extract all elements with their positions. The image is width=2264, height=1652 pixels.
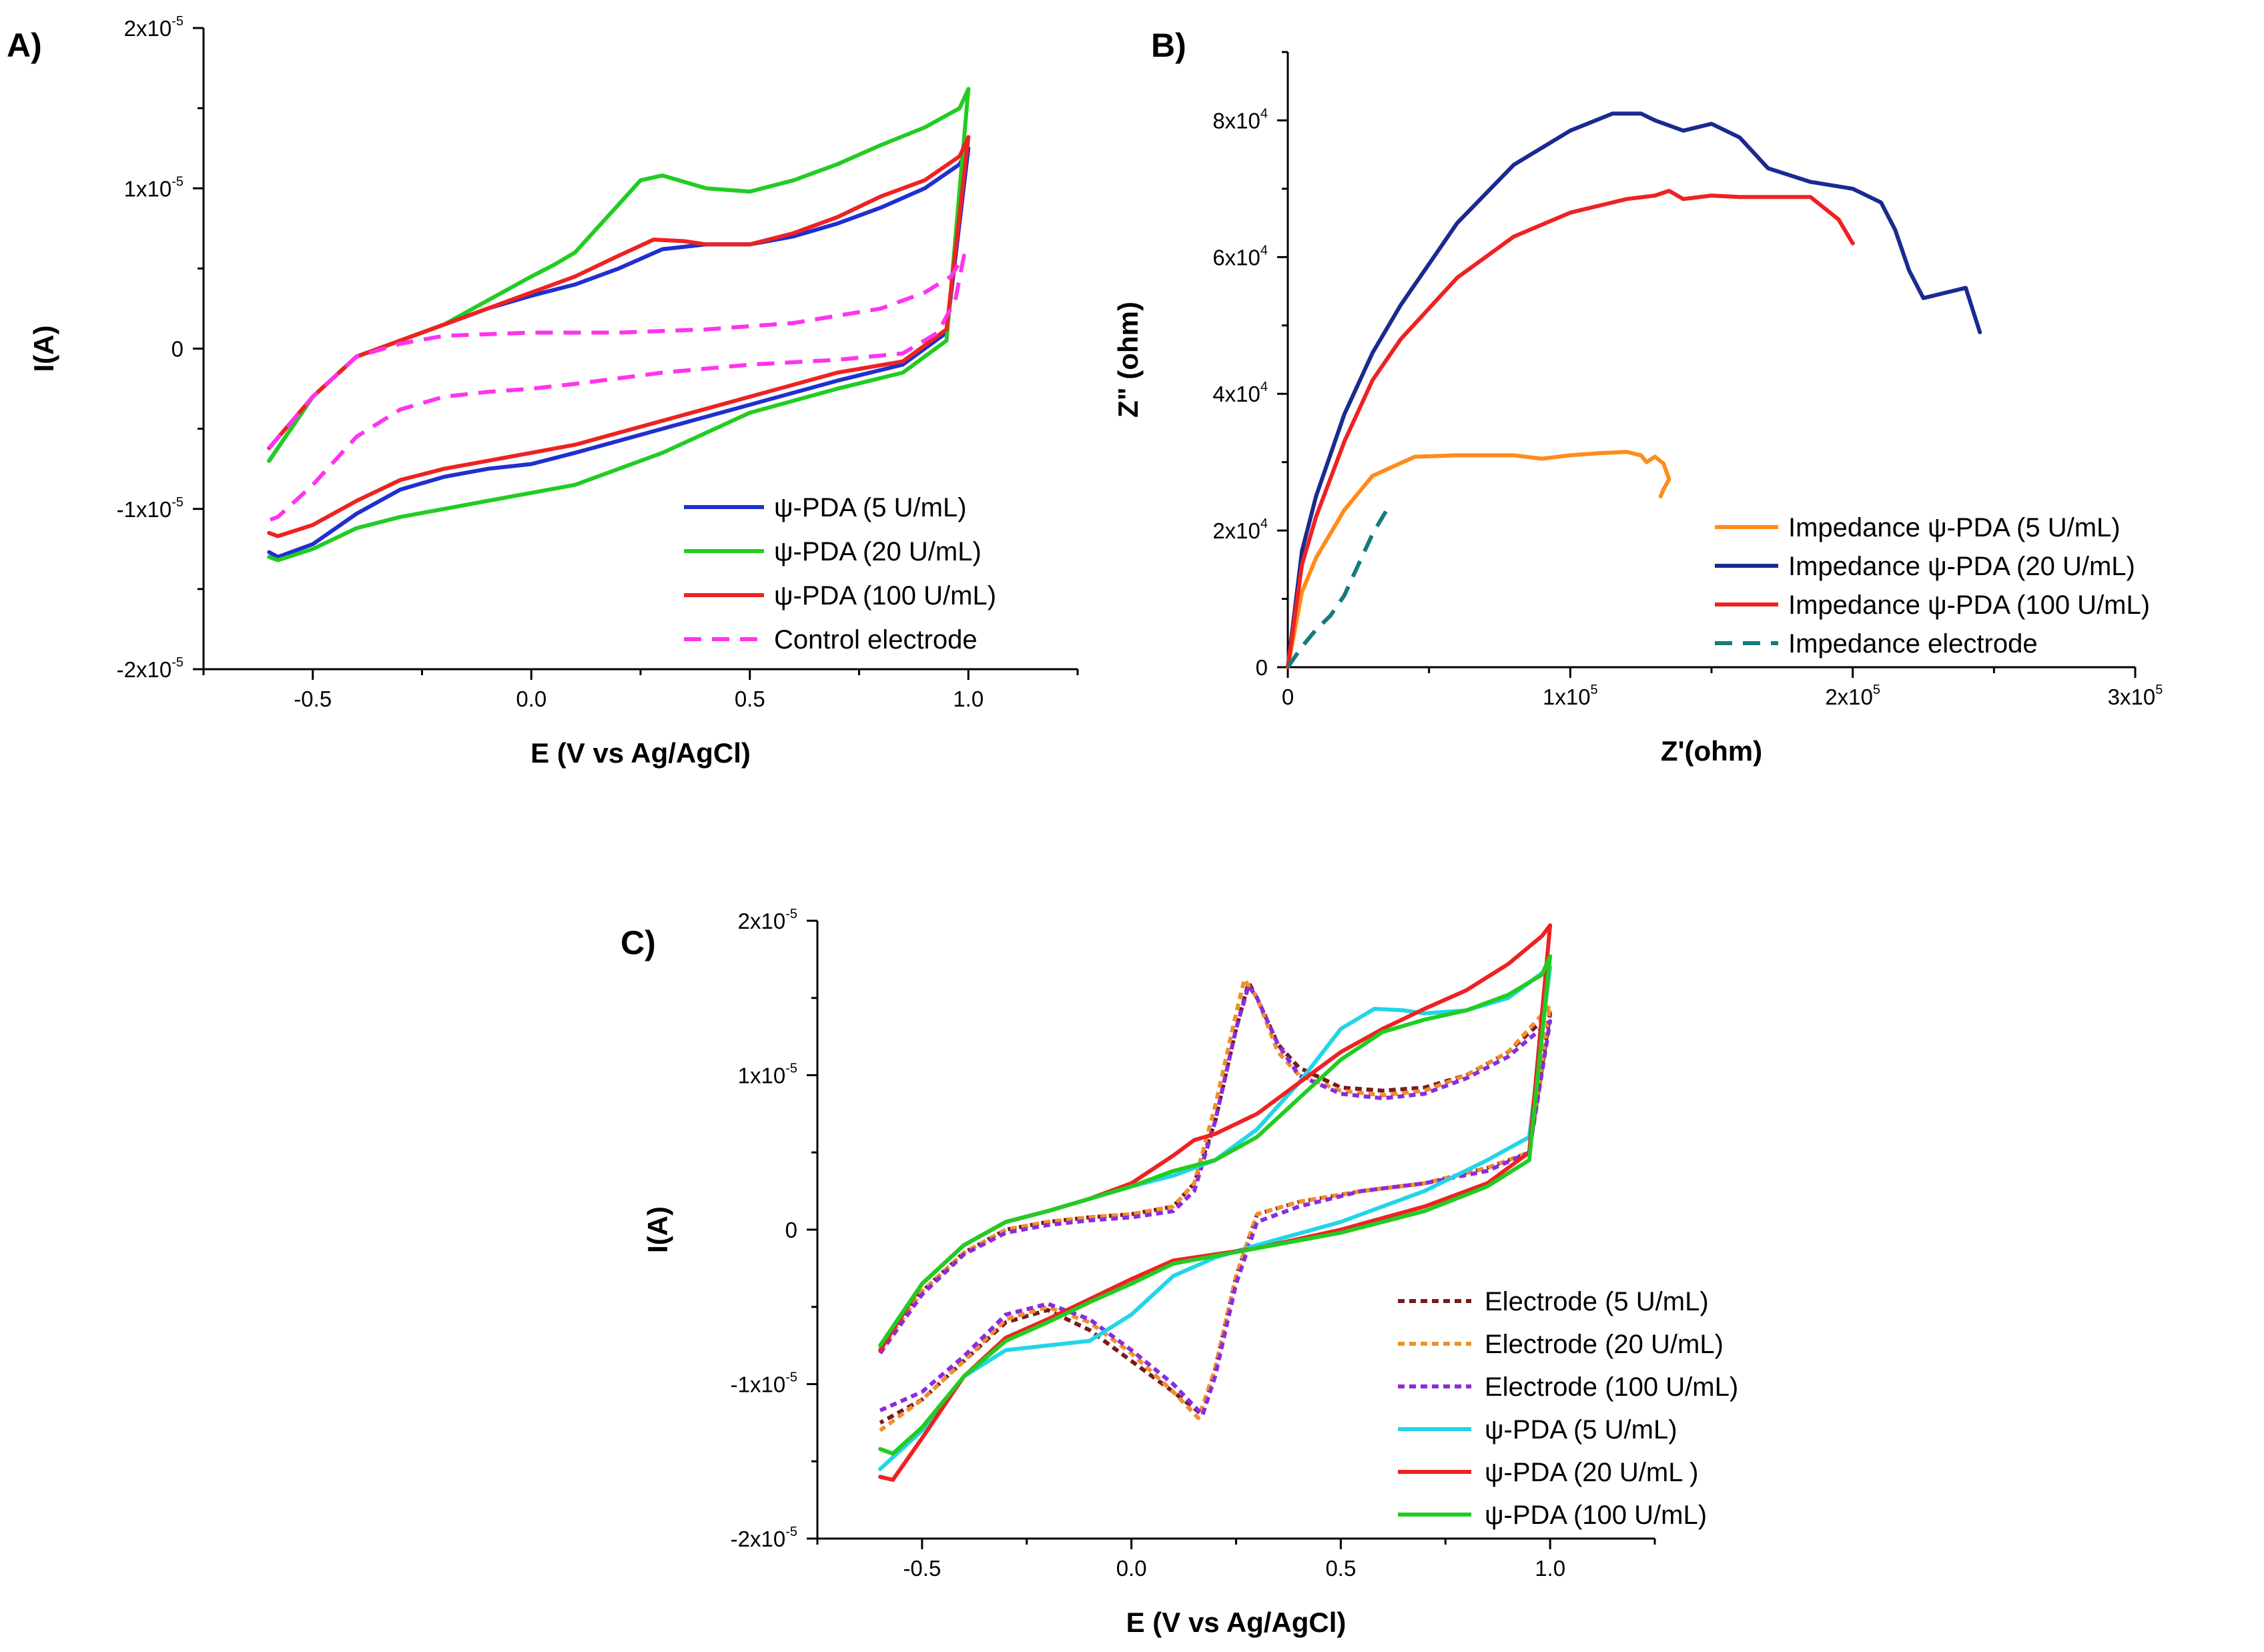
panel-label: C): [621, 924, 656, 961]
x-tick-label: 0: [1282, 685, 1294, 709]
series-line: [1286, 508, 1389, 669]
legend-label: Impedance ψ-PDA (100 U/mL): [1788, 590, 2150, 620]
series-line: [267, 87, 971, 562]
legend-label: Electrode (20 U/mL): [1485, 1330, 1724, 1359]
x-tick-label: 2x105: [1825, 683, 1880, 709]
x-tick-label: 1x105: [1543, 683, 1598, 709]
x-axis-title: E (V vs Ag/AgCl): [530, 737, 751, 769]
x-tick-label: 1.0: [1535, 1556, 1565, 1581]
legend-label: Electrode (5 U/mL): [1485, 1287, 1709, 1316]
y-tick-label: 2x10-5: [738, 907, 797, 933]
y-tick-label: 0: [1256, 655, 1268, 680]
series-line: [878, 977, 1553, 1432]
y-tick-label: 1x10-5: [124, 174, 183, 201]
legend-label: Impedance ψ-PDA (20 U/mL): [1788, 552, 2135, 581]
panel-c-chart: C) -0.5 0.0 0.5 1.0 2x10-5 1x10-5 0 -1x10-5 -2x10…: [621, 907, 1738, 1638]
panel-label: B): [1151, 27, 1186, 64]
series-line: [1286, 450, 1671, 669]
legend-label: Impedance ψ-PDA (5 U/mL): [1788, 513, 2121, 542]
x-tick-label: -0.5: [294, 687, 332, 711]
y-tick-label: 0: [785, 1218, 797, 1242]
x-axis-title: E (V vs Ag/AgCl): [1126, 1607, 1347, 1638]
x-tick-label: -0.5: [903, 1556, 941, 1581]
y-tick-label: 1x10-5: [738, 1062, 797, 1088]
y-tick-label: 0: [171, 337, 183, 362]
panel-b-chart: B) 0 1x105 2x105 3x105 0 2x104 4x104 6x104 8x104 Z…: [1112, 27, 2163, 767]
y-tick-label: -2x10-5: [731, 1525, 797, 1551]
legend-label: ψ-PDA (20 U/mL ): [1485, 1458, 1698, 1487]
series-line: [267, 135, 971, 538]
y-tick-label: -2x10-5: [117, 655, 183, 682]
x-tick-label: 0.5: [735, 687, 765, 711]
legend-label: Control electrode: [774, 625, 978, 655]
y-tick-label: -1x10-5: [731, 1370, 797, 1397]
y-tick-label: -1x10-5: [117, 495, 183, 522]
series-line: [1286, 189, 1855, 669]
series-line: [878, 965, 1553, 1471]
panel-label: A): [7, 27, 42, 64]
legend-label: ψ-PDA (100 U/mL): [774, 581, 996, 610]
x-axis-title: Z'(ohm): [1661, 735, 1762, 767]
series-line: [268, 254, 966, 522]
legend-label: Impedance electrode: [1788, 629, 2038, 659]
series-line: [878, 983, 1553, 1417]
x-tick-label: 1.0: [953, 687, 984, 711]
legend-label: ψ-PDA (5 U/mL): [774, 493, 967, 522]
legend-label: ψ-PDA (20 U/mL): [774, 537, 982, 566]
y-tick-label: 4x104: [1212, 380, 1268, 406]
x-tick-label: 0.0: [1116, 1556, 1147, 1581]
x-tick-label: 0.5: [1325, 1556, 1356, 1581]
series-line: [1286, 111, 1982, 669]
legend-label: ψ-PDA (5 U/mL): [1485, 1415, 1677, 1444]
legend-label: Electrode (100 U/mL): [1485, 1372, 1738, 1402]
legend-label: ψ-PDA (100 U/mL): [1485, 1501, 1707, 1530]
y-tick-label: 6x104: [1212, 243, 1268, 270]
x-tick-label: 3x105: [2108, 683, 2163, 709]
y-tick-label: 2x104: [1212, 516, 1268, 543]
y-tick-label: 8x104: [1212, 106, 1268, 133]
y-axis-title: I(A): [28, 326, 59, 372]
x-tick-label: 0.0: [516, 687, 546, 711]
series-line: [878, 954, 1553, 1456]
panel-a-chart: A) -0.5 0.0 0.5 1.0 2x10-5 1x10-5 0 -1x10-5 -2x10…: [7, 14, 1079, 769]
y-tick-label: 2x10-5: [124, 14, 183, 41]
y-axis-title: I(A): [642, 1206, 673, 1253]
y-axis-title: Z" (ohm): [1112, 302, 1144, 418]
